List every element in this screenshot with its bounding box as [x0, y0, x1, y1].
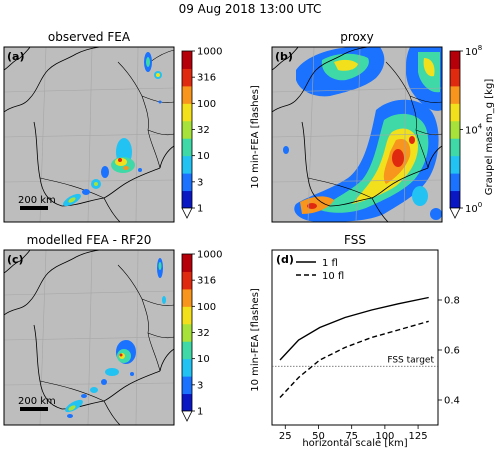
panel-d-tag: (d): [276, 253, 294, 266]
cbar-c-tick-label: 1000: [197, 250, 222, 261]
map-borders: [39, 49, 174, 199]
flash-cells: [63, 52, 162, 207]
cbar-b-tick-label: 100: [465, 201, 482, 215]
fss-xtick-label: 50: [312, 431, 325, 442]
colorbar-graupel-label: Graupel mass m_g [kg]: [484, 79, 495, 196]
panel-a-title: observed FEA: [48, 30, 131, 44]
fss-series-line: [279, 320, 429, 398]
cbar-c-tick-label: 100: [197, 302, 216, 313]
colorbar-flash-top: 1 3 10 32 100 316 1000: [181, 47, 222, 219]
cbar-b-band: [450, 173, 460, 192]
cbar-a-tick-label: 3: [197, 177, 203, 188]
cbar-b-band: [450, 51, 460, 69]
colorbar-flash-top-label: 10 min-FEA [flashes]: [250, 85, 261, 189]
cbar-a-band: [182, 190, 192, 209]
map-borders: [39, 264, 174, 402]
map-gridlines: [4, 250, 174, 425]
panel-d-title: FSS: [344, 233, 366, 247]
fss-legend-label: 10 fl: [322, 271, 344, 282]
map-coastlines: [4, 250, 174, 425]
cbar-a-tick-label: 1: [197, 204, 203, 215]
fss-legend-label: 1 fl: [322, 258, 338, 269]
cbar-b-band: [450, 190, 460, 209]
fss-xtick-label: 25: [279, 431, 292, 442]
cbar-a-tick-label: 316: [197, 73, 216, 84]
panel-a-map: [4, 47, 174, 222]
panel-c-map: [4, 250, 174, 425]
cbar-c-tick-label: 3: [197, 380, 203, 391]
flash-cells: [65, 258, 166, 418]
panel-a-scalebar-label: 200 km: [18, 195, 56, 206]
cbar-a-band: [182, 103, 192, 122]
panel-c-title: modelled FEA - RF20: [27, 233, 152, 247]
cbar-b-band: [450, 68, 460, 87]
colorbar-graupel: 100 104 108: [449, 44, 483, 219]
cbar-a-tick-label: 1000: [197, 47, 222, 58]
panel-b-title: proxy: [340, 30, 373, 44]
cbar-a-extend-triangle: [181, 207, 193, 219]
cbar-c-band: [182, 358, 192, 377]
map-borders: [307, 61, 442, 199]
cbar-c-tick-label: 10: [197, 354, 210, 365]
cbar-c-band: [182, 341, 192, 360]
cbar-a-band: [182, 51, 192, 69]
cbar-a-band: [182, 138, 192, 157]
fss-chart: 25 50 75 100 125 0.4 0.6 0.8 FSS target 1 fl 10 fl: [271, 249, 460, 442]
cbar-c-extend-triangle: [181, 410, 193, 422]
cbar-a-tick-label: 32: [197, 125, 210, 136]
fss-xlabel: horizontal scale [km]: [302, 438, 407, 449]
cbar-b-band: [450, 120, 460, 139]
cbar-a-band: [182, 68, 192, 87]
cbar-a-band: [182, 173, 192, 192]
cbar-a-tick-label: 10: [197, 151, 210, 162]
cbar-c-tick-label: 32: [197, 328, 210, 339]
cbar-c-band: [182, 288, 192, 307]
fss-ytick-label: 0.6: [444, 346, 460, 357]
cbar-b-band: [450, 138, 460, 157]
fss-xtick-label: 100: [375, 431, 394, 442]
cbar-c-band: [182, 271, 192, 290]
cbar-c-tick-label: 1: [197, 407, 203, 418]
colorbar-flash-bottom: 1 3 10 32 100 316 1000: [181, 250, 222, 422]
cbar-a-tick-label: 100: [197, 99, 216, 110]
cbar-c-band: [182, 306, 192, 325]
cbar-a-band: [182, 155, 192, 174]
colorbar-flash-bottom-label: 10 min-FEA [flashes]: [250, 288, 261, 392]
panel-a-tag: (a): [7, 50, 24, 63]
cbar-b-tick-label: 108: [465, 44, 482, 58]
fss-target-label: FSS target: [387, 355, 434, 365]
map-gridlines: [4, 47, 174, 222]
panel-b-tag: (b): [275, 50, 293, 63]
cbar-a-band: [182, 120, 192, 139]
graupel-field: [283, 47, 442, 222]
cbar-c-band: [182, 254, 192, 272]
panel-c-scalebar-label: 200 km: [18, 396, 56, 407]
fss-xtick-label: 125: [409, 431, 428, 442]
fss-ytick-label: 0.8: [444, 296, 460, 307]
cbar-b-band: [450, 85, 460, 104]
fss-plot-area: [271, 249, 439, 426]
figure-title: 09 Aug 2018 13:00 UTC: [179, 2, 322, 16]
fss-series-line: [279, 296, 429, 361]
fss-xtick-label: 75: [345, 431, 358, 442]
cbar-c-band: [182, 376, 192, 395]
panel-b-map: [272, 47, 442, 222]
fss-ytick-label: 0.4: [444, 396, 460, 407]
cbar-b-tick-label: 104: [465, 123, 483, 137]
cbar-c-tick-label: 316: [197, 276, 216, 287]
panel-c-tag: (c): [7, 253, 24, 266]
map-gridlines: [272, 47, 442, 222]
cbar-b-extend-triangle: [449, 207, 461, 219]
cbar-c-band: [182, 323, 192, 342]
cbar-c-band: [182, 393, 192, 412]
map-coastlines: [4, 47, 174, 222]
cbar-b-band: [450, 155, 460, 174]
map-coastlines: [272, 47, 442, 222]
cbar-a-band: [182, 85, 192, 104]
cbar-b-band: [450, 103, 460, 122]
